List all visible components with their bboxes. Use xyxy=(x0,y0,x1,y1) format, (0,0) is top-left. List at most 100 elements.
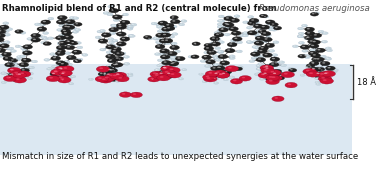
Circle shape xyxy=(25,46,28,47)
Circle shape xyxy=(16,76,19,77)
Circle shape xyxy=(69,20,71,21)
Circle shape xyxy=(65,25,75,30)
Circle shape xyxy=(51,56,60,61)
Circle shape xyxy=(225,23,228,24)
Circle shape xyxy=(325,57,332,60)
Circle shape xyxy=(17,73,26,77)
Circle shape xyxy=(108,68,118,73)
Circle shape xyxy=(57,29,63,31)
Circle shape xyxy=(59,67,62,69)
Circle shape xyxy=(172,62,178,65)
Circle shape xyxy=(308,51,318,56)
Circle shape xyxy=(172,62,175,63)
Circle shape xyxy=(314,36,316,37)
Circle shape xyxy=(312,33,322,38)
Circle shape xyxy=(310,71,311,72)
Circle shape xyxy=(109,74,113,76)
Circle shape xyxy=(161,66,171,70)
Circle shape xyxy=(261,69,263,70)
Circle shape xyxy=(328,69,334,72)
Circle shape xyxy=(322,71,336,77)
Circle shape xyxy=(238,66,240,67)
Circle shape xyxy=(98,31,100,32)
Circle shape xyxy=(160,73,163,74)
Circle shape xyxy=(170,63,174,64)
Circle shape xyxy=(120,52,126,55)
Circle shape xyxy=(18,73,21,75)
Circle shape xyxy=(262,40,268,43)
Circle shape xyxy=(60,42,64,43)
Circle shape xyxy=(172,59,174,60)
Circle shape xyxy=(153,37,160,39)
Circle shape xyxy=(115,16,118,17)
Circle shape xyxy=(212,73,218,76)
Circle shape xyxy=(318,30,324,33)
Circle shape xyxy=(205,52,207,53)
Circle shape xyxy=(155,37,161,39)
Circle shape xyxy=(265,43,274,48)
Circle shape xyxy=(106,68,116,72)
Circle shape xyxy=(288,68,297,72)
Circle shape xyxy=(270,26,272,27)
Circle shape xyxy=(124,62,130,65)
Circle shape xyxy=(39,28,42,29)
Circle shape xyxy=(215,82,216,83)
Circle shape xyxy=(313,54,316,56)
Circle shape xyxy=(263,73,267,74)
Circle shape xyxy=(251,23,257,26)
Circle shape xyxy=(54,70,57,72)
Circle shape xyxy=(73,30,79,33)
Circle shape xyxy=(254,73,260,76)
Circle shape xyxy=(157,24,159,25)
Circle shape xyxy=(0,34,1,36)
Circle shape xyxy=(49,37,51,38)
Circle shape xyxy=(225,66,239,72)
Circle shape xyxy=(252,46,258,48)
Circle shape xyxy=(53,70,62,74)
Circle shape xyxy=(129,73,130,74)
Circle shape xyxy=(154,38,156,39)
Circle shape xyxy=(67,76,73,79)
Circle shape xyxy=(220,28,226,30)
Circle shape xyxy=(207,77,210,78)
Circle shape xyxy=(218,69,226,73)
Circle shape xyxy=(28,38,30,39)
Circle shape xyxy=(4,22,6,23)
Circle shape xyxy=(113,24,119,27)
Circle shape xyxy=(122,93,125,95)
Circle shape xyxy=(230,79,243,84)
Circle shape xyxy=(213,77,219,80)
Circle shape xyxy=(304,37,310,40)
Circle shape xyxy=(124,76,126,77)
Circle shape xyxy=(315,60,317,61)
Circle shape xyxy=(204,56,207,57)
Circle shape xyxy=(213,70,226,76)
Circle shape xyxy=(48,17,54,20)
Text: Rhamnolipid blend of R1 and R2 (central molecule) from: Rhamnolipid blend of R1 and R2 (central … xyxy=(2,4,280,13)
Circle shape xyxy=(313,35,319,38)
Circle shape xyxy=(113,19,119,21)
Circle shape xyxy=(256,42,259,43)
Circle shape xyxy=(165,31,167,32)
Circle shape xyxy=(232,19,235,21)
Circle shape xyxy=(257,41,259,42)
Circle shape xyxy=(259,46,268,50)
Circle shape xyxy=(230,57,232,58)
Circle shape xyxy=(126,74,128,75)
Circle shape xyxy=(258,29,266,33)
Circle shape xyxy=(114,63,120,66)
Circle shape xyxy=(157,41,159,42)
Circle shape xyxy=(11,50,17,52)
Circle shape xyxy=(212,44,214,45)
Circle shape xyxy=(315,75,324,80)
Circle shape xyxy=(192,56,195,57)
Circle shape xyxy=(214,73,218,74)
Circle shape xyxy=(128,74,133,77)
Circle shape xyxy=(260,25,270,29)
Circle shape xyxy=(215,59,221,61)
Circle shape xyxy=(73,17,79,20)
Circle shape xyxy=(19,73,22,75)
Circle shape xyxy=(129,35,135,37)
Circle shape xyxy=(224,33,230,36)
Circle shape xyxy=(262,37,272,42)
